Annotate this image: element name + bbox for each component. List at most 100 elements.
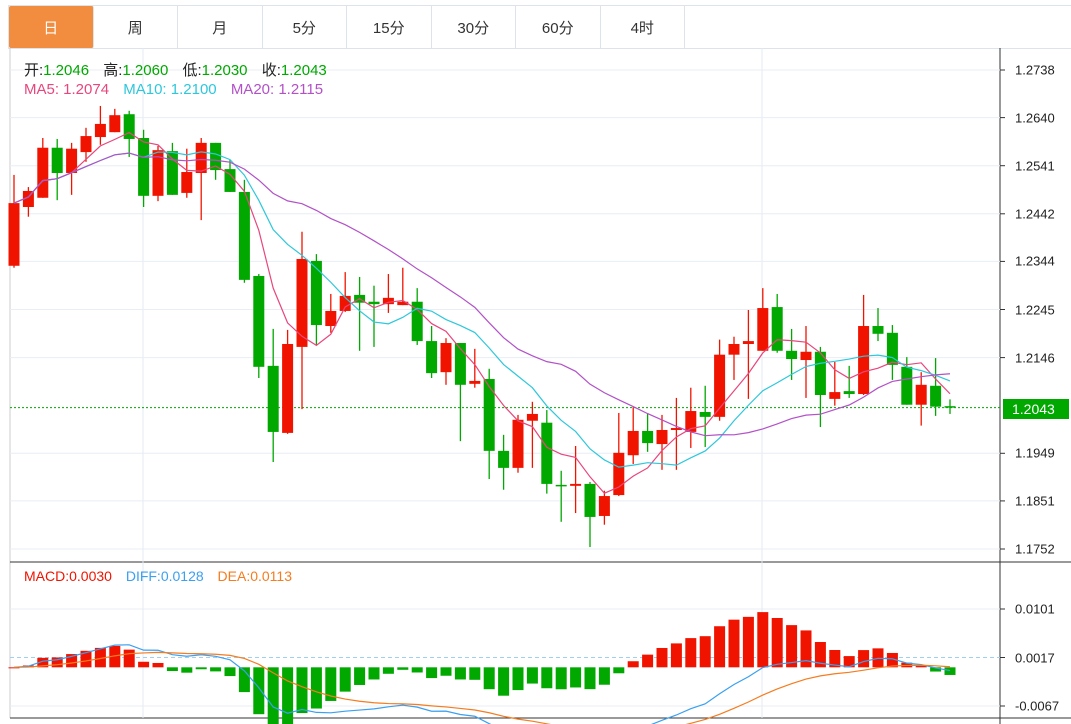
macd-bar xyxy=(210,667,222,672)
macd-bar xyxy=(670,643,682,668)
candle-body xyxy=(469,380,481,384)
macd-bar xyxy=(800,630,812,668)
candle-body xyxy=(109,115,121,133)
ma20-line xyxy=(13,152,951,437)
tab-month[interactable]: 月 xyxy=(178,6,263,48)
tab-30min[interactable]: 30分 xyxy=(432,6,516,48)
candle-body xyxy=(94,123,106,138)
candle-body xyxy=(382,297,394,305)
macd-bar xyxy=(944,667,956,675)
macd-bar xyxy=(829,649,841,668)
candle-body xyxy=(901,366,913,405)
candle-body xyxy=(829,392,841,399)
ma10-value: MA10: 1.2100 xyxy=(123,81,217,98)
low-value: 1.2030 xyxy=(201,62,248,79)
candle-body xyxy=(195,142,207,173)
candle-body xyxy=(152,150,164,196)
candle-body xyxy=(656,429,668,445)
tab-15min[interactable]: 15分 xyxy=(347,6,432,48)
candle-body xyxy=(886,332,898,365)
candle-body xyxy=(8,203,20,266)
tab-week[interactable]: 周 xyxy=(94,6,178,48)
macd-bar xyxy=(930,667,942,672)
macd-bar xyxy=(181,667,193,673)
candle-body xyxy=(224,169,236,192)
macd-bar xyxy=(685,638,697,668)
close-label: 收: xyxy=(261,62,281,79)
candle-body xyxy=(858,326,870,395)
candle-body xyxy=(22,190,34,207)
price-tick-label: 1.2146 xyxy=(1015,350,1055,366)
candle-body xyxy=(714,354,726,417)
candle-body xyxy=(51,147,63,173)
candle-body xyxy=(771,307,783,351)
candle-body xyxy=(440,343,452,373)
candle-body xyxy=(267,365,279,432)
candle-body xyxy=(512,419,524,468)
ohlc-info: 开:1.2046 高:1.2060 低:1.2030 收:1.2043 xyxy=(24,59,337,80)
candle-body xyxy=(210,142,222,171)
macd-bar xyxy=(354,667,366,685)
macd-bar xyxy=(613,667,625,674)
period-tabs: 日 周 月 5分 15分 30分 60分 4时 xyxy=(8,5,1071,49)
candle-body xyxy=(728,343,740,355)
price-tick-label: 1.2541 xyxy=(1015,158,1055,174)
tab-day[interactable]: 日 xyxy=(9,6,94,48)
macd-bar xyxy=(397,667,409,670)
current-price-label: 1.2043 xyxy=(1003,399,1069,419)
macd-bar xyxy=(642,654,654,668)
diff-value: DIFF:0.0128 xyxy=(125,568,204,584)
macd-bar xyxy=(339,667,351,692)
macd-bar xyxy=(426,667,438,679)
macd-bar xyxy=(296,667,308,714)
macd-bar xyxy=(627,661,639,668)
macd-bar xyxy=(656,647,668,668)
dea-value: DEA:0.0113 xyxy=(217,568,293,584)
candle-body xyxy=(843,391,855,395)
candle-body xyxy=(742,341,754,344)
candle-body xyxy=(368,301,380,305)
high-label: 高: xyxy=(103,62,123,79)
macd-bar xyxy=(224,667,236,677)
candle-body xyxy=(800,351,812,361)
macd-bar xyxy=(526,667,538,684)
macd-bar xyxy=(411,667,423,673)
macd-bar xyxy=(66,654,78,668)
price-tick-label: 1.2738 xyxy=(1015,62,1055,78)
candle-body xyxy=(685,411,697,432)
candle-body xyxy=(397,301,409,306)
tab-5min[interactable]: 5分 xyxy=(263,6,347,48)
macd-bar xyxy=(469,667,481,680)
candle-body xyxy=(325,310,337,327)
candle-body xyxy=(814,351,826,396)
macd-tick-label: -0.0067 xyxy=(1015,698,1060,714)
candle-body xyxy=(238,191,250,280)
macd-bar xyxy=(51,657,63,668)
diff-line xyxy=(13,644,951,724)
macd-tick-label: 0.0017 xyxy=(1015,650,1055,665)
macd-bar xyxy=(771,617,783,668)
tab-4hour[interactable]: 4时 xyxy=(601,6,685,48)
macd-bar xyxy=(253,667,265,715)
macd-bar xyxy=(80,650,92,668)
candle-body xyxy=(541,422,553,484)
macd-bar xyxy=(814,642,826,668)
macd-bar xyxy=(757,612,769,668)
macd-bar xyxy=(368,667,380,680)
candle-body xyxy=(296,258,308,347)
macd-bar xyxy=(123,649,135,668)
macd-bar xyxy=(915,666,927,668)
macd-bar xyxy=(512,667,524,691)
macd-bar xyxy=(109,645,121,668)
candle-body xyxy=(872,326,884,334)
candle-body xyxy=(584,483,596,517)
tab-60min[interactable]: 60分 xyxy=(516,6,601,48)
macd-bar xyxy=(37,657,49,668)
price-tick-label: 1.2442 xyxy=(1015,206,1055,222)
high-value: 1.2060 xyxy=(122,62,169,79)
macd-bar xyxy=(742,616,754,668)
macd-bar xyxy=(267,667,279,724)
candle-body xyxy=(598,496,610,516)
macd-bar xyxy=(699,636,711,668)
